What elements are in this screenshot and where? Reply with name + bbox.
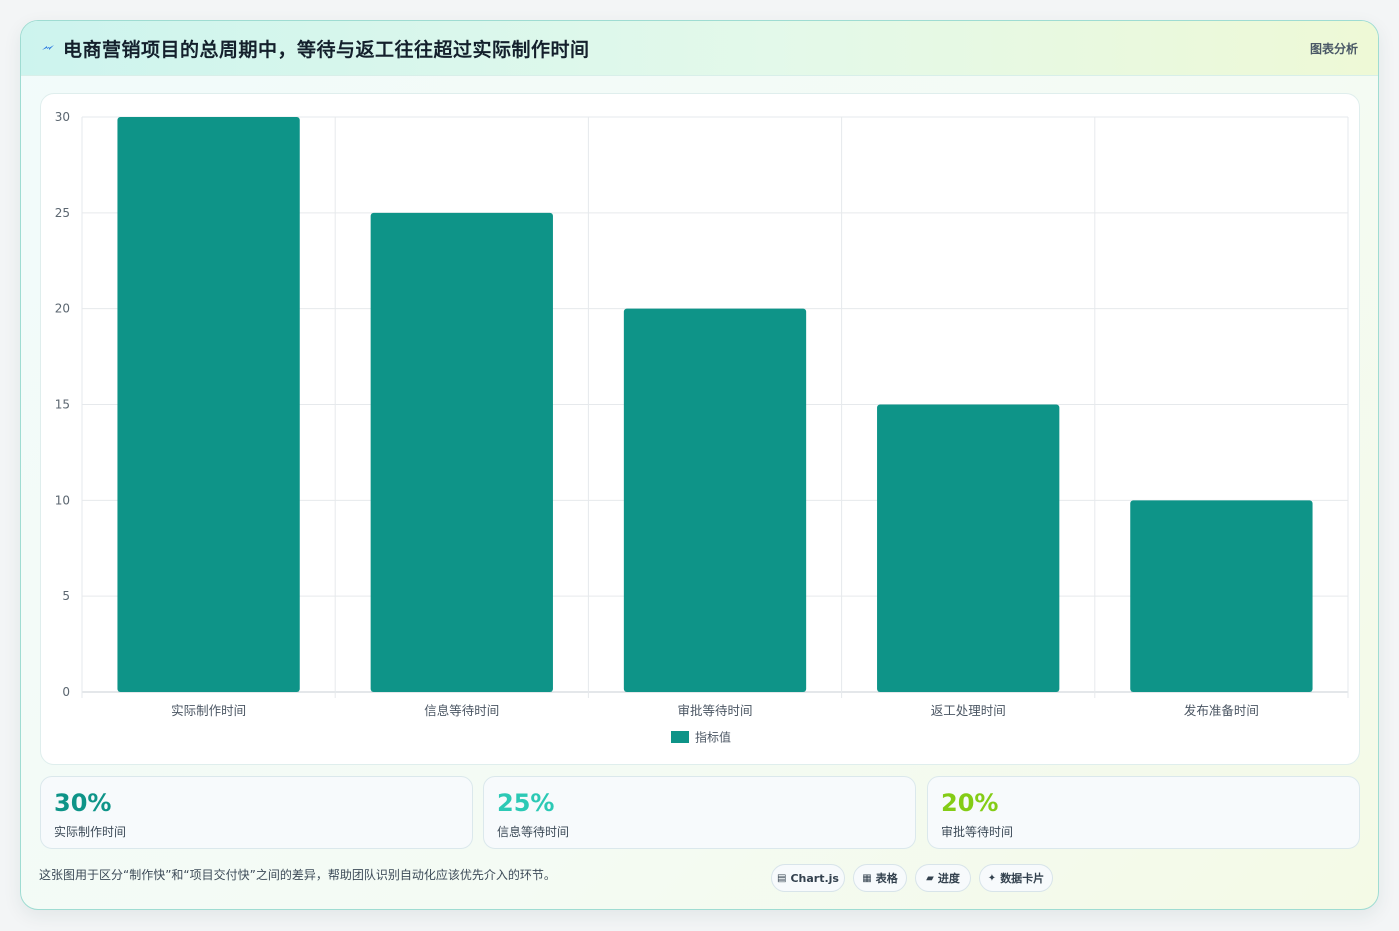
sparkle-icon: ✦ <box>987 872 997 884</box>
x-tick-label: 信息等待时间 <box>424 703 499 718</box>
chart-analysis-tag: 图表分析 <box>1309 42 1358 56</box>
stat-card-production: 30% 实际制作时间 <box>40 776 473 849</box>
pill-label: 数据卡片 <box>1000 872 1045 885</box>
footer-note: 这张图用于区分“制作快”和“项目交付快”之间的差异，帮助团队识别自动化应该优先介… <box>39 868 556 882</box>
stat-value: 25% <box>497 789 555 817</box>
pill-label: 进度 <box>937 872 960 885</box>
y-tick-label: 0 <box>62 685 70 699</box>
legend-swatch <box>671 731 689 743</box>
stat-label: 信息等待时间 <box>497 825 570 839</box>
pill-chartjs[interactable]: ▤ Chart.js <box>771 864 845 892</box>
pill-data-card[interactable]: ✦ 数据卡片 <box>979 864 1053 892</box>
stat-card-info-wait: 25% 信息等待时间 <box>483 776 916 849</box>
x-tick-label: 实际制作时间 <box>171 703 246 718</box>
legend-label: 指标值 <box>695 730 731 745</box>
bar-chart: 0 5 10 15 20 25 30 实际制作时间 信息等待时间 审批等待时间 返工处理时间 发布准备… <box>55 110 1349 745</box>
y-tick-label: 30 <box>55 110 70 124</box>
y-tick-label: 20 <box>55 302 70 316</box>
y-tick-label: 25 <box>55 206 70 220</box>
y-tick-label: 10 <box>55 493 70 507</box>
y-tick-label: 5 <box>62 589 70 603</box>
table-icon: ▦ <box>862 872 872 884</box>
stat-value: 30% <box>54 789 112 817</box>
pill-progress[interactable]: ▰ 进度 <box>915 864 971 892</box>
card-header: 电商营销项目的总周期中，等待与返工往往超过实际制作时间 图表分析 <box>21 21 1378 76</box>
pill-label: Chart.js <box>790 871 839 885</box>
pill-table[interactable]: ▦ 表格 <box>853 864 907 892</box>
x-tick-label: 返工处理时间 <box>931 703 1006 718</box>
stat-label: 审批等待时间 <box>941 825 1014 839</box>
x-tick-label: 发布准备时间 <box>1184 703 1259 718</box>
dashboard-card: 电商营销项目的总周期中，等待与返工往往超过实际制作时间 图表分析 0 5 10 15 2… <box>20 20 1379 910</box>
stat-value: 20% <box>941 789 999 817</box>
bar-3 <box>877 404 1060 692</box>
chart-panel: 0 5 10 15 20 25 30 实际制作时间 信息等待时间 审批等待时间 返工处理时间 发布准备… <box>40 93 1360 765</box>
progress-icon: ▰ <box>926 872 934 884</box>
bar-1 <box>370 212 553 692</box>
bar-4 <box>1130 500 1313 692</box>
bar-2 <box>623 308 807 692</box>
stat-card-approval-wait: 20% 审批等待时间 <box>927 776 1360 849</box>
y-tick-label: 15 <box>55 398 70 412</box>
pill-label: 表格 <box>875 872 898 885</box>
x-tick-label: 审批等待时间 <box>677 703 752 718</box>
chart-icon: ▤ <box>777 872 787 884</box>
lightning-icon <box>41 39 55 57</box>
page-title: 电商营销项目的总周期中，等待与返工往往超过实际制作时间 <box>63 39 590 61</box>
bar-0 <box>117 117 300 692</box>
stat-label: 实际制作时间 <box>54 825 127 839</box>
